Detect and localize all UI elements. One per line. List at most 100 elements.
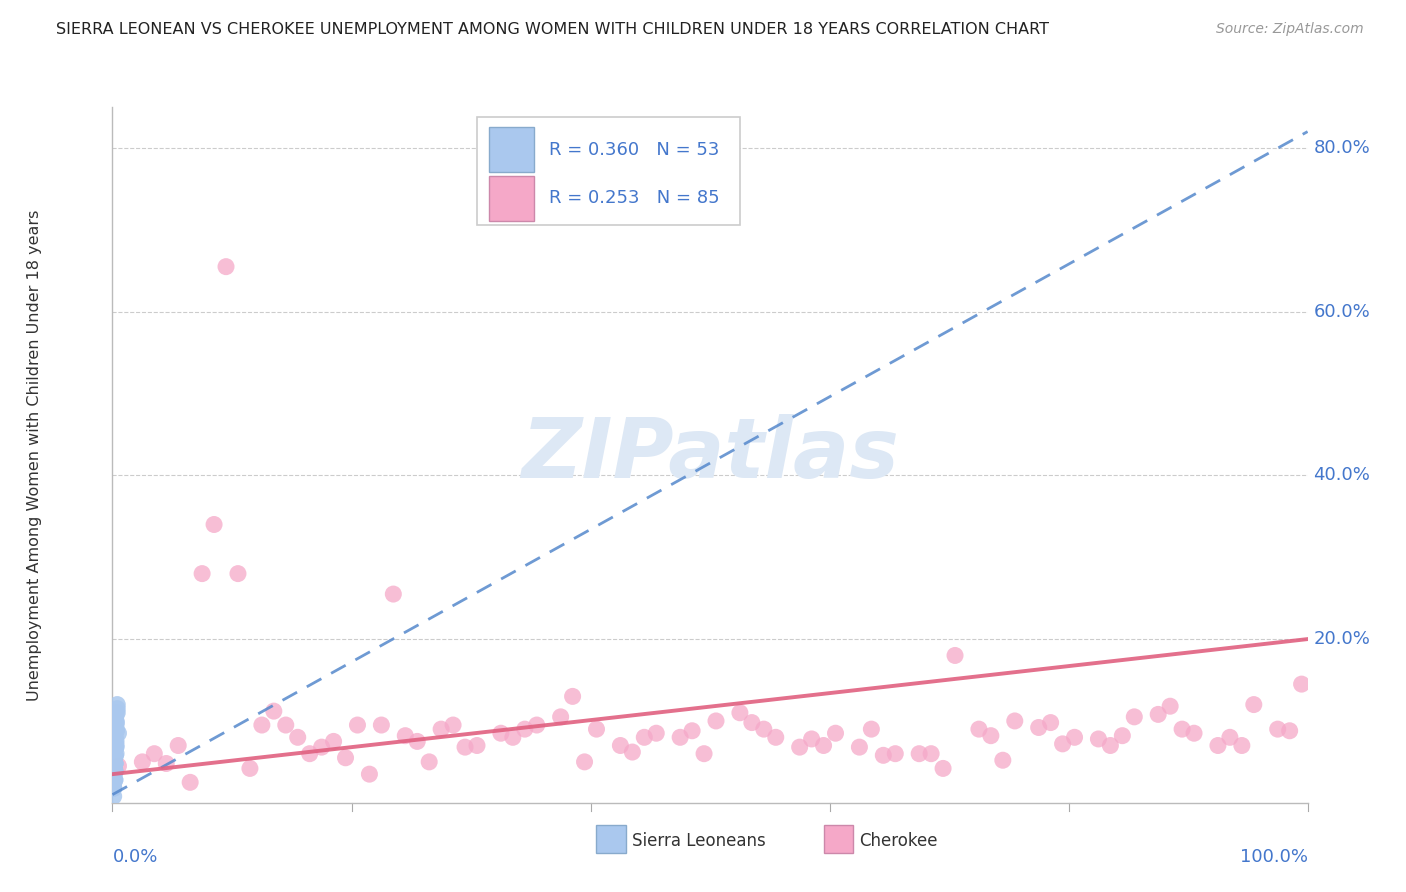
- FancyBboxPatch shape: [477, 118, 740, 226]
- Text: SIERRA LEONEAN VS CHEROKEE UNEMPLOYMENT AMONG WOMEN WITH CHILDREN UNDER 18 YEARS: SIERRA LEONEAN VS CHEROKEE UNEMPLOYMENT …: [56, 22, 1049, 37]
- Point: [585, 722, 607, 736]
- Point: [274, 718, 297, 732]
- Point: [263, 704, 285, 718]
- Text: 0.0%: 0.0%: [112, 847, 157, 866]
- Text: 60.0%: 60.0%: [1313, 302, 1371, 321]
- Point: [105, 718, 128, 732]
- Point: [335, 751, 357, 765]
- Point: [382, 587, 405, 601]
- Point: [143, 747, 166, 761]
- Point: [346, 718, 368, 732]
- Point: [311, 740, 333, 755]
- Point: [107, 726, 129, 740]
- Point: [239, 761, 262, 775]
- Point: [104, 748, 127, 763]
- Point: [226, 566, 249, 581]
- Point: [103, 780, 125, 795]
- Point: [704, 714, 727, 728]
- Point: [103, 775, 125, 789]
- Point: [167, 739, 190, 753]
- Point: [943, 648, 966, 663]
- Text: 80.0%: 80.0%: [1313, 139, 1371, 157]
- Point: [105, 734, 128, 748]
- Point: [824, 726, 846, 740]
- Point: [1039, 715, 1062, 730]
- Text: Cherokee: Cherokee: [859, 832, 938, 850]
- Point: [394, 729, 416, 743]
- Point: [908, 747, 931, 761]
- Point: [1087, 731, 1109, 746]
- Point: [105, 740, 128, 755]
- Point: [104, 764, 127, 779]
- Point: [1028, 721, 1050, 735]
- Point: [681, 723, 703, 738]
- Point: [104, 764, 127, 779]
- Point: [932, 761, 955, 775]
- Point: [104, 751, 127, 765]
- Point: [104, 748, 127, 763]
- Point: [103, 755, 125, 769]
- Point: [765, 731, 787, 745]
- Point: [179, 775, 201, 789]
- Point: [430, 722, 453, 736]
- Point: [105, 722, 128, 736]
- Point: [991, 753, 1014, 767]
- Point: [359, 767, 381, 781]
- Point: [980, 729, 1002, 743]
- Text: Sierra Leoneans: Sierra Leoneans: [633, 832, 766, 850]
- Point: [104, 764, 127, 779]
- Point: [465, 739, 488, 753]
- Point: [1147, 707, 1170, 722]
- Point: [1230, 739, 1253, 753]
- Point: [104, 742, 127, 756]
- Point: [550, 710, 572, 724]
- Point: [104, 740, 127, 755]
- Point: [1182, 726, 1205, 740]
- Point: [1219, 731, 1241, 745]
- Point: [1171, 722, 1194, 736]
- Point: [104, 734, 127, 748]
- Point: [967, 722, 990, 736]
- Point: [633, 731, 655, 745]
- Text: 20.0%: 20.0%: [1313, 630, 1371, 648]
- FancyBboxPatch shape: [596, 825, 626, 853]
- Text: ZIPatlas: ZIPatlas: [522, 415, 898, 495]
- Point: [561, 690, 583, 704]
- Point: [250, 718, 273, 732]
- Point: [104, 772, 127, 787]
- Point: [105, 701, 128, 715]
- Point: [215, 260, 238, 274]
- Point: [609, 739, 631, 753]
- Point: [860, 722, 883, 736]
- FancyBboxPatch shape: [824, 825, 853, 853]
- Point: [105, 739, 128, 753]
- Point: [191, 566, 214, 581]
- Point: [105, 723, 128, 738]
- Point: [1099, 739, 1122, 753]
- Point: [202, 517, 225, 532]
- Text: Source: ZipAtlas.com: Source: ZipAtlas.com: [1216, 22, 1364, 37]
- Point: [105, 698, 128, 712]
- Point: [131, 755, 153, 769]
- Point: [621, 745, 644, 759]
- Point: [693, 747, 716, 761]
- Point: [105, 723, 128, 738]
- Point: [454, 740, 477, 755]
- Point: [1063, 731, 1085, 745]
- FancyBboxPatch shape: [489, 128, 534, 172]
- Point: [105, 706, 128, 720]
- Point: [155, 756, 177, 771]
- Point: [103, 764, 125, 779]
- Point: [1004, 714, 1026, 728]
- Text: R = 0.360   N = 53: R = 0.360 N = 53: [548, 141, 718, 159]
- Point: [418, 755, 440, 769]
- Point: [105, 715, 128, 730]
- Point: [1291, 677, 1313, 691]
- Point: [103, 780, 125, 795]
- Point: [287, 731, 309, 745]
- Point: [574, 755, 596, 769]
- Point: [489, 726, 512, 740]
- Point: [105, 714, 128, 728]
- Point: [103, 772, 125, 787]
- Point: [920, 747, 942, 761]
